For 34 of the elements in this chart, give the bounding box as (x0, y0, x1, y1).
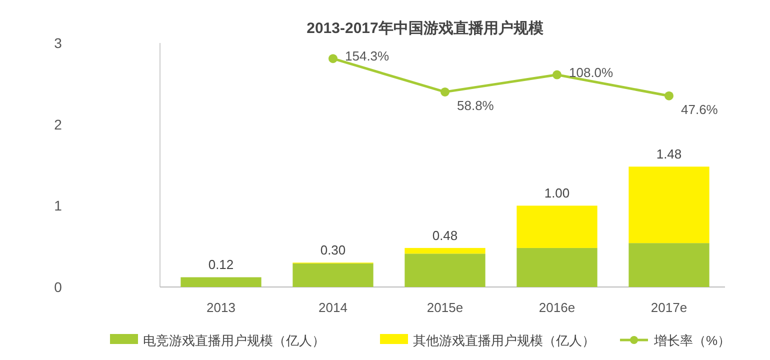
bar (404, 248, 486, 254)
bar (516, 206, 598, 248)
y-tick-label: 2 (54, 116, 62, 132)
x-tick-label: 2016e (538, 300, 576, 315)
bar (628, 166, 710, 244)
x-tick-label: 2017e (650, 300, 688, 315)
y-tick-label: 1 (54, 198, 62, 214)
y-tick-label: 0 (54, 279, 62, 295)
chart-title: 2013-2017年中国游戏直播用户规模 (306, 19, 544, 37)
data-label: 47.6% (681, 102, 718, 117)
total-label: 1.00 (544, 186, 570, 201)
total-label: 0.30 (320, 242, 346, 258)
legend-label: 其他游戏直播用户规模（亿人） (413, 333, 595, 348)
x-tick-label: 2013 (206, 300, 236, 315)
legend-label: 增长率（%） (653, 333, 731, 348)
bar (292, 263, 374, 287)
point (328, 54, 338, 64)
x-tick-label: 2014 (318, 300, 348, 315)
data-label: 58.8% (457, 98, 494, 113)
data-label: 154.3% (345, 48, 390, 64)
total-label: 1.48 (656, 146, 682, 162)
bar (180, 277, 262, 287)
point (664, 91, 674, 100)
legend-label: 电竞游戏直播用户规模（亿人） (143, 333, 325, 348)
bar (404, 254, 486, 287)
y-tick-label: 3 (54, 35, 62, 51)
point (552, 70, 562, 80)
x-tick-label: 2015e (426, 300, 464, 315)
bar (516, 248, 598, 287)
data-label: 108.0% (569, 64, 614, 80)
total-label: 0.12 (208, 257, 234, 272)
point (440, 87, 450, 96)
bar (628, 243, 710, 287)
total-label: 0.48 (432, 228, 458, 243)
